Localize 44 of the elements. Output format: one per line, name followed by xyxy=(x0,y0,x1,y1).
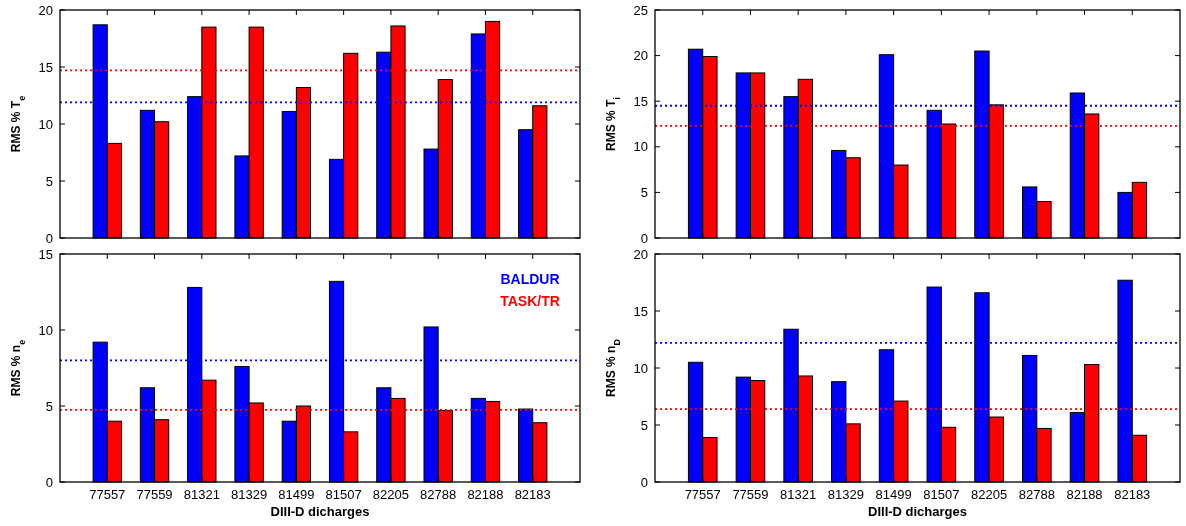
y-tick-label: 20 xyxy=(38,2,53,18)
y-tick-label: 10 xyxy=(38,116,53,132)
x-tick-label: 82183 xyxy=(1114,487,1151,502)
x-tick-label: 81329 xyxy=(827,487,864,502)
legend-label: BALDUR xyxy=(500,271,560,287)
y-tick-label: 0 xyxy=(45,474,53,490)
x-tick-label: 77557 xyxy=(684,487,721,502)
y-tick-label: 0 xyxy=(640,230,648,246)
x-tick-label: 81499 xyxy=(875,487,912,502)
x-tick-label: 82205 xyxy=(971,487,1008,502)
y-tick-label: 10 xyxy=(633,139,648,155)
y-tick-label: 0 xyxy=(640,474,648,490)
y-tick-label: 15 xyxy=(38,246,53,262)
x-tick-label: 82183 xyxy=(514,487,551,502)
x-tick-label: 77559 xyxy=(732,487,769,502)
x-tick-label: 81329 xyxy=(231,487,268,502)
x-tick-label: 82788 xyxy=(1018,487,1055,502)
y-tick-label: 15 xyxy=(633,303,648,319)
x-tick-label: 82188 xyxy=(467,487,504,502)
x-axis-title: DIII-D dicharges xyxy=(868,504,967,519)
x-tick-label: 81507 xyxy=(325,487,362,502)
y-tick-label: 5 xyxy=(640,184,648,200)
x-tick-label: 77559 xyxy=(136,487,173,502)
x-tick-label: 82205 xyxy=(372,487,409,502)
x-tick-label: 81321 xyxy=(183,487,220,502)
x-tick-label: 82188 xyxy=(1066,487,1103,502)
y-tick-label: 20 xyxy=(633,48,648,64)
y-tick-label: 10 xyxy=(633,360,648,376)
y-tick-label: 0 xyxy=(45,230,53,246)
x-tick-label: 81499 xyxy=(278,487,315,502)
x-tick-label: 81507 xyxy=(923,487,960,502)
x-tick-label: 77557 xyxy=(89,487,126,502)
y-tick-label: 25 xyxy=(633,2,648,18)
x-tick-label: 81321 xyxy=(780,487,817,502)
y-tick-label: 5 xyxy=(640,417,648,433)
x-axis-title: DIII-D dicharges xyxy=(270,504,370,519)
x-tick-label: 82788 xyxy=(420,487,457,502)
y-tick-label: 20 xyxy=(633,246,648,262)
y-tick-label: 10 xyxy=(38,322,53,338)
y-tick-label: 5 xyxy=(45,398,53,414)
text: TASK/TR xyxy=(500,293,560,309)
y-tick-label: 15 xyxy=(38,59,53,75)
y-tick-label: 5 xyxy=(45,173,53,189)
y-tick-label: 15 xyxy=(633,93,648,109)
